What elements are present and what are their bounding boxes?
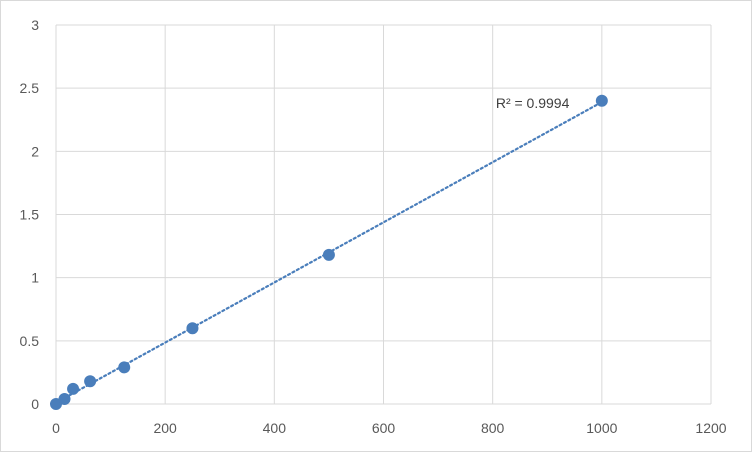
grid	[55, 24, 712, 405]
x-tick-label: 200	[153, 420, 177, 436]
x-tick-label: 1000	[586, 420, 617, 436]
x-tick-label: 1200	[695, 420, 726, 436]
y-tick-label: 0.5	[20, 333, 40, 349]
data-point	[118, 361, 131, 374]
data-point	[58, 392, 71, 405]
r-squared-label: R² = 0.9994	[496, 95, 570, 111]
data-point	[595, 94, 608, 107]
y-axis-ticks: 0 0.5 1 1.5 2 2.5 3	[20, 17, 40, 412]
data-point	[186, 322, 199, 335]
data-points	[50, 94, 608, 410]
x-tick-label: 800	[481, 420, 505, 436]
annotations: R² = 0.9994	[496, 95, 570, 111]
x-tick-label: 600	[372, 420, 396, 436]
y-tick-label: 3	[31, 17, 39, 33]
data-point	[322, 248, 335, 261]
x-tick-label: 400	[263, 420, 287, 436]
y-tick-label: 1.5	[20, 207, 40, 223]
y-tick-label: 1	[31, 270, 39, 286]
x-tick-label: 0	[52, 420, 60, 436]
y-tick-label: 2.5	[20, 80, 40, 96]
x-axis-ticks: 0 200 400 600 800 1000 1200	[52, 420, 727, 436]
y-tick-label: 0	[31, 396, 39, 412]
y-tick-label: 2	[31, 143, 39, 159]
data-point	[67, 382, 80, 395]
data-point	[84, 375, 97, 388]
